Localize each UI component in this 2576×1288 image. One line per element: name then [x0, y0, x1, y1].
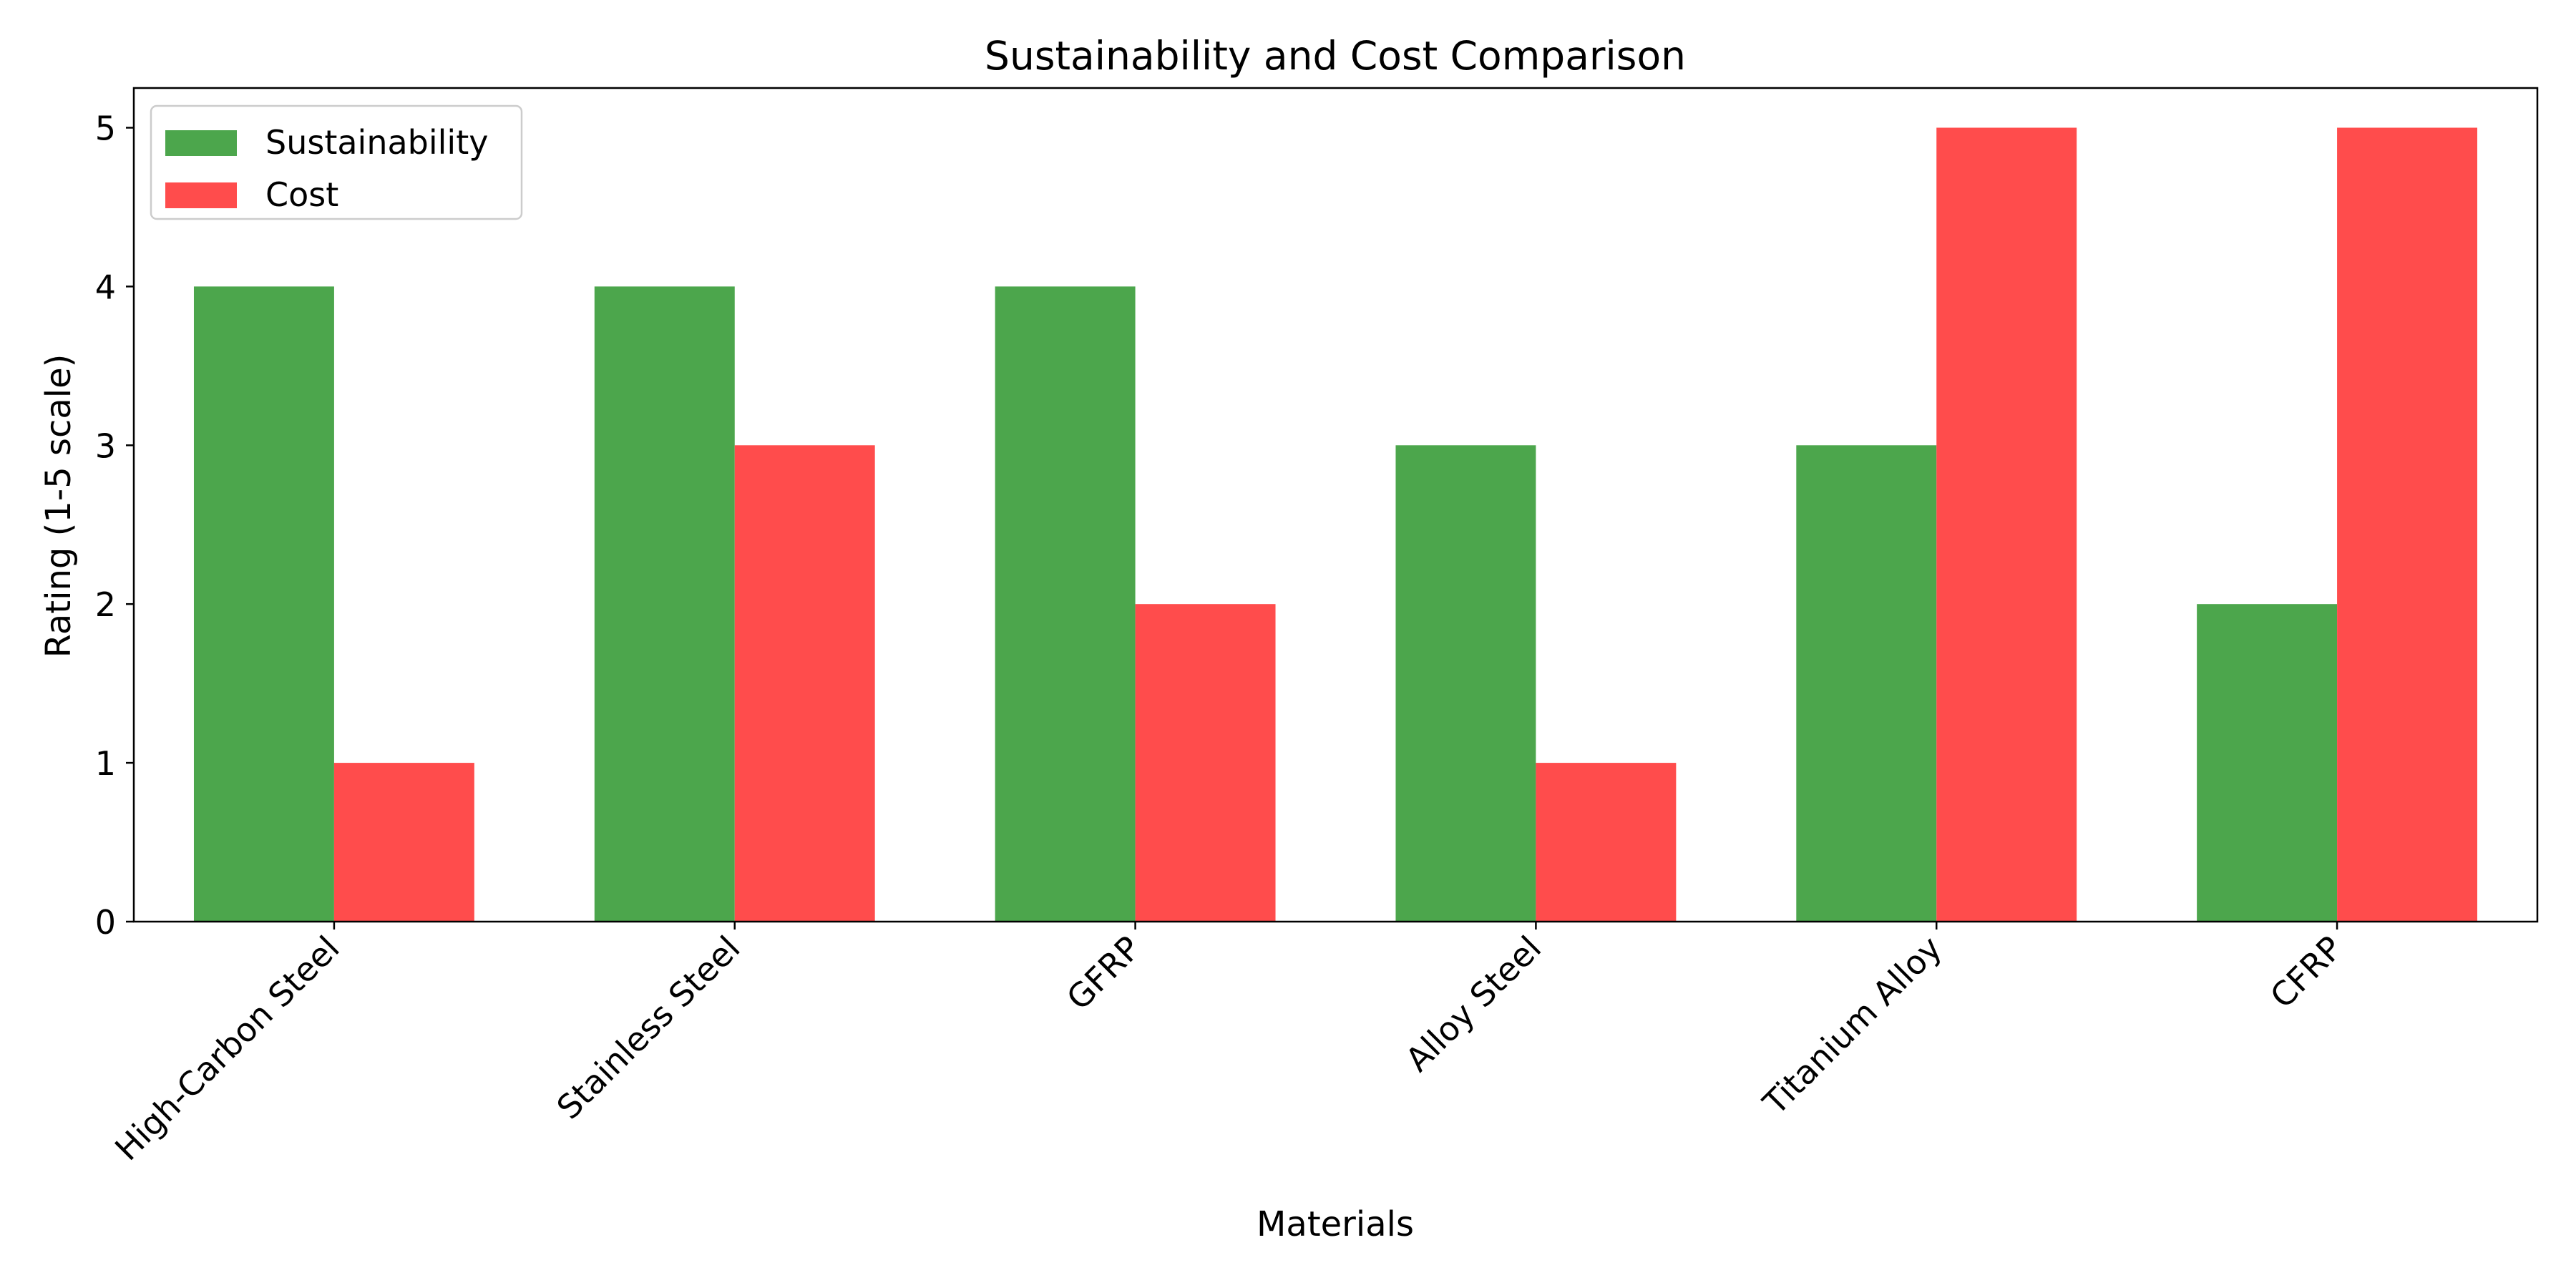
bar-cost-5: [2337, 127, 2478, 922]
legend-swatch: [165, 130, 237, 156]
x-tick-label: CFRP: [2263, 929, 2350, 1016]
x-axis-label: Materials: [1257, 1204, 1414, 1244]
bar-cost-2: [1135, 604, 1276, 922]
bars-layer: [193, 127, 2478, 922]
y-tick-label: 2: [95, 585, 116, 624]
bar-sustainability-2: [995, 286, 1136, 922]
bar-sustainability-3: [1395, 445, 1536, 922]
bar-cost-4: [1936, 127, 2077, 922]
bar-sustainability-5: [2197, 604, 2338, 922]
legend: Sustainability Cost: [150, 104, 523, 220]
bar-sustainability-1: [594, 286, 735, 922]
legend-label: Sustainability: [265, 123, 488, 162]
x-tick-label: Stainless Steel: [550, 929, 748, 1127]
y-tick-label: 1: [95, 744, 116, 783]
x-tick-label: Titanium Alloy: [1755, 929, 1949, 1123]
bar-sustainability-4: [1796, 445, 1937, 922]
legend-box: [150, 104, 523, 220]
y-tick-label: 3: [95, 426, 116, 465]
bar-sustainability-0: [193, 286, 334, 922]
bar-cost-1: [734, 445, 875, 922]
y-axis-label: Rating (1-5 scale): [39, 354, 79, 658]
axes-layer: 0 1 2 3 4 5 High-Carbon Steel Stainless Steel GF…: [95, 87, 2539, 1169]
bar-cost-3: [1536, 763, 1677, 922]
y-tick-label: 5: [95, 109, 116, 147]
x-tick-label: High-Carbon Steel: [107, 929, 347, 1169]
y-tick-label: 4: [95, 268, 116, 306]
x-tick-label: GFRP: [1059, 929, 1148, 1018]
chart-title: Sustainability and Cost Comparison: [985, 33, 1686, 79]
y-tick-label: 0: [95, 903, 116, 942]
plot-frame: [132, 87, 2539, 923]
bar-cost-0: [333, 763, 474, 922]
legend-swatch: [165, 182, 237, 208]
x-tick-label: Alloy Steel: [1398, 929, 1548, 1079]
legend-label: Cost: [265, 175, 338, 214]
